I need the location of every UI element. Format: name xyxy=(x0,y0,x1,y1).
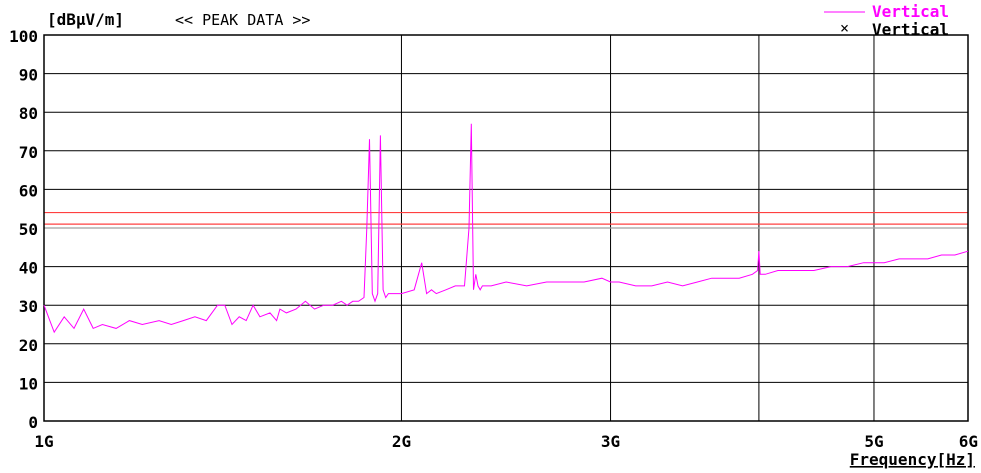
y-tick-label: 60 xyxy=(19,181,38,200)
y-tick-labels: 0 10 20 30 40 50 60 70 80 90 100 xyxy=(9,27,38,432)
y-tick-label: 50 xyxy=(19,220,38,239)
series-layer xyxy=(43,123,969,334)
y-tick-label: 70 xyxy=(19,143,38,162)
y-tick-label: 10 xyxy=(19,374,38,393)
y-tick-label: 90 xyxy=(19,66,38,85)
x-axis-title: Frequency[Hz] xyxy=(850,450,975,469)
plot-frame xyxy=(43,34,969,422)
y-tick-label: 100 xyxy=(9,27,38,46)
y-unit-label: [dBμV/m] xyxy=(47,10,124,29)
legend: Vertical × Vertical xyxy=(824,2,949,39)
legend-cross-marker: × xyxy=(840,19,849,37)
x-tick-label: 5G xyxy=(864,432,883,451)
y-tick-label: 0 xyxy=(28,413,38,432)
x-tick-label: 6G xyxy=(959,432,978,451)
x-tick-label: 3G xyxy=(601,432,620,451)
x-tick-labels: 1G 2G 3G 5G 6G xyxy=(34,432,978,451)
y-tick-label: 80 xyxy=(19,104,38,123)
chart-header: << PEAK DATA >> xyxy=(175,11,310,29)
series-line-0 xyxy=(43,123,969,334)
y-tick-label: 20 xyxy=(19,336,38,355)
legend-label-1: Vertical xyxy=(872,2,949,21)
y-tick-label: 30 xyxy=(19,297,38,316)
legend-label-2: Vertical xyxy=(872,20,949,39)
x-tick-label: 2G xyxy=(392,432,411,451)
y-tick-label: 40 xyxy=(19,259,38,278)
limit-lines xyxy=(44,211,968,229)
x-tick-label: 1G xyxy=(34,432,53,451)
